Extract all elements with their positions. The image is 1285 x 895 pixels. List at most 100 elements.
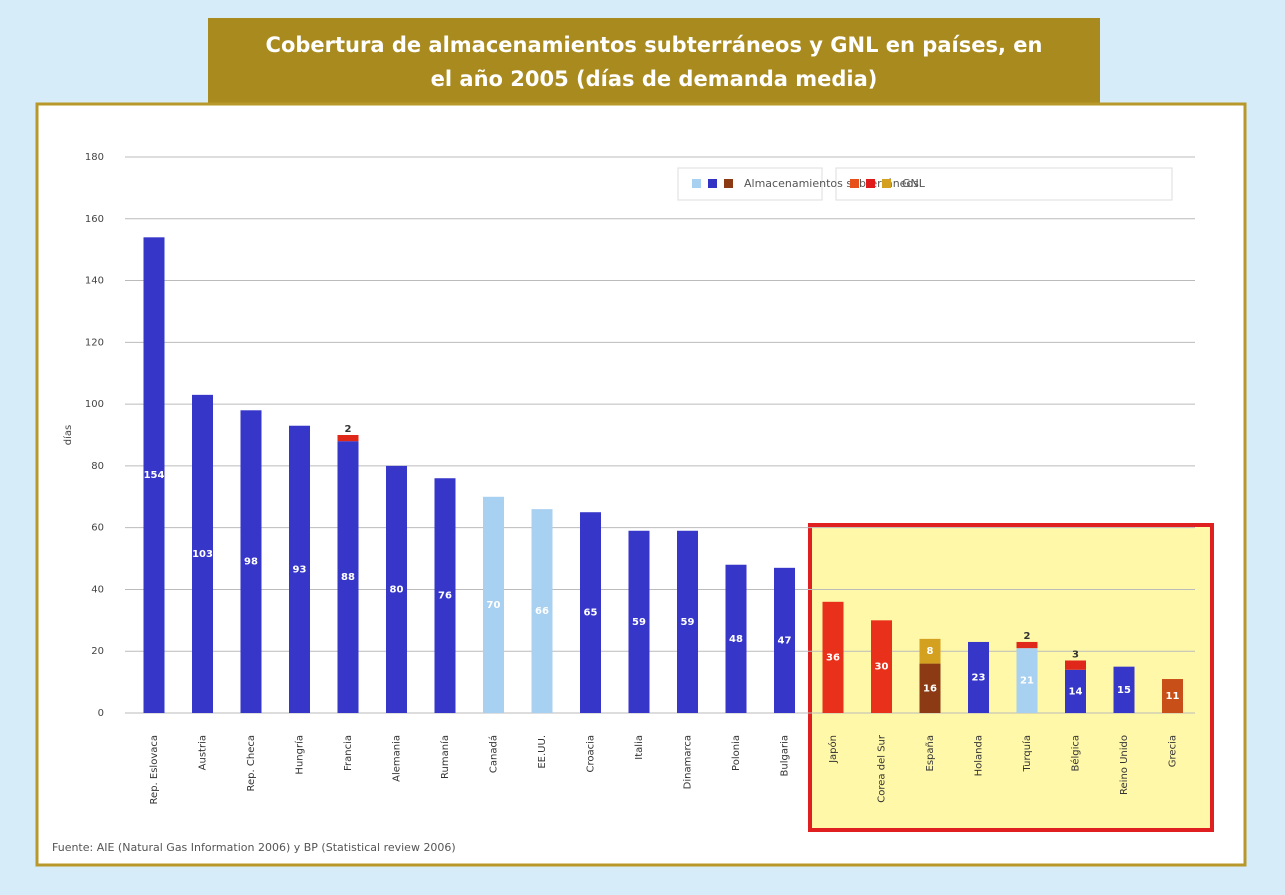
legend-box [835, 167, 1173, 201]
x-tick-label: Grecia [1168, 735, 1179, 767]
bar-segment [483, 496, 504, 713]
value-label: 23 [972, 672, 986, 683]
value-label: 93 [293, 564, 307, 575]
value-label: 76 [438, 591, 452, 602]
bar-segment [1016, 648, 1038, 713]
value-label: 15 [1117, 685, 1131, 696]
x-tick-label: Hungría [294, 735, 306, 775]
source: Fuente: AIE (Natural Gas Information 200… [52, 841, 456, 854]
x-tick-label: Dinamarca [683, 735, 694, 789]
y-axis-label: días [62, 425, 74, 445]
x-tick-label: Turquía [1021, 735, 1033, 772]
value-label: 88 [341, 572, 355, 583]
value-label: 59 [681, 617, 695, 628]
value-label: 30 [875, 662, 889, 673]
bar-segment [677, 530, 698, 713]
y-tick-label: 0 [98, 708, 104, 719]
x-tick-label: España [925, 735, 936, 771]
x-tick-label: Reino Unido [1119, 735, 1130, 795]
x-tick-label: Francia [343, 735, 354, 771]
bar-segment [580, 512, 601, 713]
bar-segment [1016, 641, 1038, 649]
x-tick-label: Canadá [488, 735, 500, 773]
y-tick-label: 160 [85, 214, 104, 225]
legend-swatch [866, 179, 875, 188]
bar-segment [628, 530, 650, 713]
title-box [208, 18, 1100, 104]
x-tick-label: Croacia [586, 735, 597, 773]
x-tick-label: Alemania [392, 735, 403, 782]
legend-label: GNL [902, 177, 926, 190]
bar-segment [1113, 666, 1135, 713]
value-label: 2 [1024, 631, 1031, 642]
legend-label: Almacenamientos subterráneos [744, 177, 919, 190]
value-label: 11 [1166, 691, 1180, 702]
value-label: 3 [1072, 649, 1079, 660]
chart-title: el año 2005 (días de demanda media) [431, 67, 878, 91]
bar-segment [774, 567, 795, 713]
legend-swatch [882, 179, 891, 188]
value-label: 59 [632, 617, 646, 628]
x-tick-label: Austria [198, 735, 209, 770]
value-label: 21 [1020, 676, 1034, 687]
bar-segment [531, 509, 553, 713]
bar-segment [919, 638, 941, 664]
bar-segment [1065, 660, 1086, 670]
bar-segment [968, 641, 989, 713]
bar-segment [143, 237, 165, 714]
y-tick-label: 100 [85, 399, 104, 410]
value-label: 154 [144, 470, 165, 481]
x-tick-label: Rep. Checa [246, 735, 257, 791]
y-tick-label: 80 [91, 461, 104, 472]
y-tick-label: 140 [85, 276, 104, 287]
bar-segment [192, 394, 213, 713]
value-label: 80 [390, 584, 404, 595]
bar-segment [240, 410, 262, 713]
value-label: 14 [1069, 686, 1083, 697]
legend-swatch [850, 179, 859, 188]
bar-segment [1065, 669, 1086, 713]
value-label: 36 [826, 652, 840, 663]
y-tick-label: 180 [85, 152, 104, 163]
bar-segment [386, 465, 407, 713]
x-tick-label: Bulgaria [780, 735, 791, 776]
bar-segment [725, 564, 747, 713]
x-tick-label: Rumanía [439, 735, 451, 779]
x-tick-label: Italia [634, 735, 645, 760]
bar-segment [337, 435, 359, 442]
chart-title: Cobertura de almacenamientos subterráneo… [266, 33, 1043, 57]
value-label: 65 [584, 608, 598, 619]
y-tick-label: 120 [85, 337, 104, 348]
x-tick-label: Polonia [731, 735, 742, 771]
bar-segment [822, 601, 844, 713]
value-label: 2 [345, 424, 352, 435]
bar-segment [289, 425, 310, 713]
value-label: 48 [729, 634, 743, 645]
value-label: 16 [923, 683, 937, 694]
value-label: 8 [927, 646, 934, 657]
value-label: 66 [535, 606, 549, 617]
value-label: 103 [192, 549, 213, 560]
legend-box [677, 167, 823, 201]
bar-segment [337, 441, 359, 713]
y-tick-label: 40 [91, 584, 104, 595]
bar-segment [919, 663, 941, 713]
x-tick-label: Corea del Sur [877, 734, 888, 803]
value-label: 70 [487, 600, 501, 611]
x-tick-label: Rep. Eslovaca [149, 735, 160, 804]
bar-segment [434, 478, 456, 713]
value-label: 98 [244, 557, 258, 568]
y-tick-label: 20 [91, 646, 104, 657]
value-label: 47 [778, 635, 792, 646]
legend-swatch [692, 179, 701, 188]
y-tick-label: 60 [91, 523, 104, 534]
bar-segment [1162, 679, 1183, 713]
highlight-box [808, 523, 1214, 832]
x-tick-label: Holanda [974, 735, 985, 776]
x-tick-label: EE.UU. [537, 735, 548, 769]
x-tick-label: Japón [827, 735, 839, 764]
bar-segment [871, 620, 892, 713]
x-tick-label: Bélgica [1070, 735, 1082, 772]
